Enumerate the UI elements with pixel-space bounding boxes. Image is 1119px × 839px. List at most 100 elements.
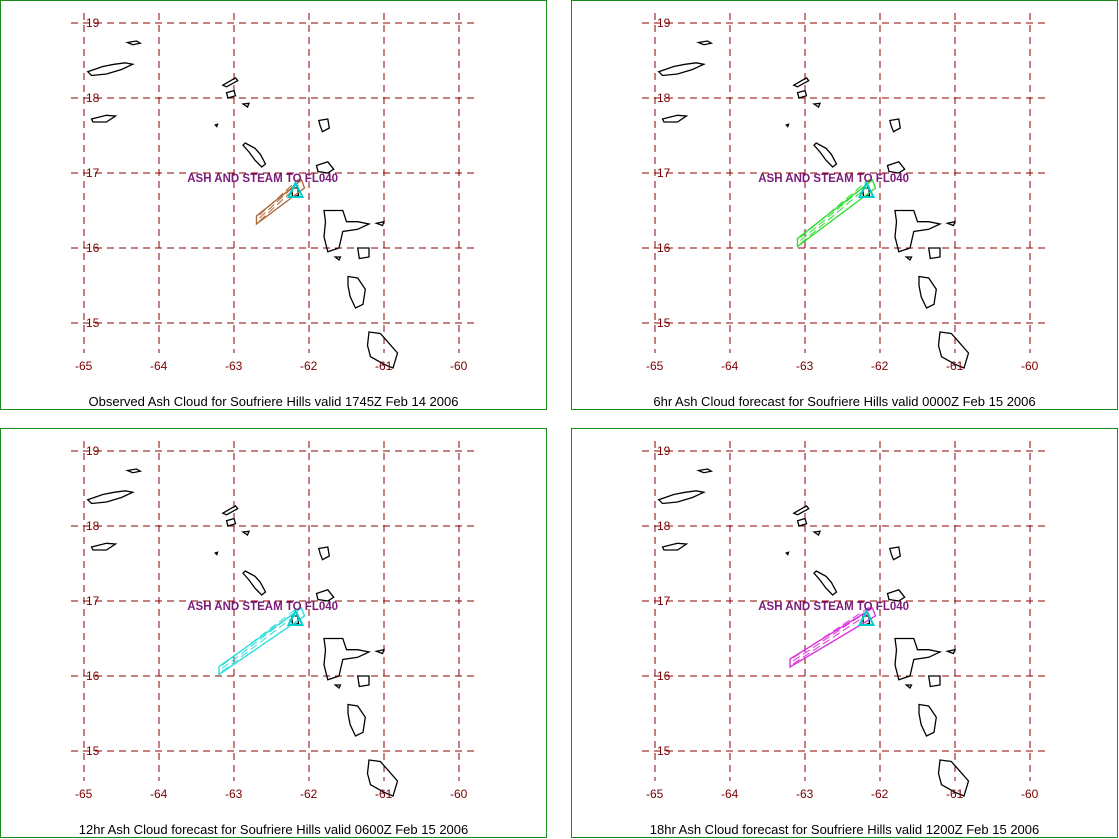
island-guadeloupe	[894, 209, 943, 253]
island-saba	[214, 123, 219, 128]
island-virgin-islands	[86, 62, 135, 77]
lat-tick-label: 16	[657, 241, 671, 255]
island-st-croix	[661, 114, 689, 123]
lat-tick-label: 16	[657, 669, 671, 683]
island-st-kitts-nevis	[242, 570, 267, 596]
island-les-saintes	[904, 684, 913, 690]
island-guadeloupe	[894, 637, 943, 681]
lat-tick-label: 15	[86, 744, 100, 758]
island-st-martin	[796, 89, 808, 99]
lat-tick-label: 17	[86, 166, 100, 180]
volcano-marker-icon	[857, 608, 876, 626]
lat-tick-label: 19	[86, 16, 100, 30]
lon-tick-label: -61	[946, 359, 964, 373]
island-saba	[214, 551, 219, 556]
island-montserrat	[862, 187, 871, 198]
island-st-martin	[225, 89, 237, 99]
lat-tick-label: 19	[86, 444, 100, 458]
island-st-croix	[90, 542, 118, 551]
lon-tick-label: -60	[1021, 787, 1039, 801]
island-anguilla	[792, 504, 810, 516]
lon-tick-label: -65	[646, 359, 664, 373]
lon-tick-label: -63	[796, 787, 814, 801]
panel-caption: 18hr Ash Cloud forecast for Soufriere Hi…	[649, 822, 1040, 837]
lat-tick-label: 17	[657, 166, 671, 180]
lon-tick-label: -60	[1021, 359, 1039, 373]
ash-cloud	[789, 606, 877, 669]
island-antigua	[315, 589, 335, 602]
ash-cloud-band	[800, 178, 870, 238]
lon-tick-label: -62	[871, 359, 889, 373]
panel-observed: ASH AND STEAM TO FL040 -65 -64 -63 -62 -61 -60…	[0, 0, 547, 410]
ash-annotation: ASH AND STEAM TO FL040	[187, 173, 338, 185]
island-barbuda	[317, 118, 331, 133]
ash-cloud-band	[221, 612, 299, 672]
lat-tick-label: 16	[86, 669, 100, 683]
ash-cloud-outline	[796, 178, 877, 248]
island-les-saintes	[904, 256, 913, 262]
island-desirade	[374, 220, 386, 227]
lon-tick-label: -63	[796, 359, 814, 373]
lat-lon-grid	[642, 13, 1050, 353]
island-guadeloupe	[323, 637, 372, 681]
island-anegada	[125, 468, 143, 474]
ash-cloud	[218, 606, 306, 676]
panel-6hr-forecast: ASH AND STEAM TO FL040 -65 -64 -63 -62 -61 -60…	[571, 0, 1118, 410]
island-barbuda	[888, 546, 902, 561]
lon-tick-label: -62	[300, 787, 318, 801]
ash-cloud-outline	[255, 178, 306, 226]
island-virgin-islands	[657, 490, 706, 505]
island-martinique	[937, 759, 970, 797]
map-svg: ASH AND STEAM TO FL040 -65 -64 -63 -62 -61 -60…	[642, 13, 1050, 373]
panel-caption: 12hr Ash Cloud forecast for Soufriere Hi…	[78, 822, 469, 837]
ash-annotation: ASH AND STEAM TO FL040	[187, 601, 338, 613]
island-marie-galante	[356, 247, 370, 260]
ash-annotation: ASH AND STEAM TO FL040	[758, 173, 909, 185]
lon-tick-label: -65	[646, 787, 664, 801]
ash-cloud-band	[259, 178, 299, 216]
lat-tick-label: 19	[657, 16, 671, 30]
island-anguilla	[792, 76, 810, 88]
lon-tick-label: -61	[375, 359, 393, 373]
island-les-saintes	[333, 256, 342, 262]
lat-tick-label: 17	[86, 594, 100, 608]
island-antigua	[315, 161, 335, 174]
coastlines	[86, 468, 399, 797]
ash-cloud-band	[800, 181, 870, 241]
lat-tick-label: 15	[657, 744, 671, 758]
island-guadeloupe	[323, 209, 372, 253]
lon-tick-label: -64	[150, 787, 168, 801]
lon-tick-label: -61	[375, 787, 393, 801]
island-dominica	[918, 703, 937, 737]
island-martinique	[937, 331, 970, 369]
ash-cloud	[796, 178, 877, 248]
island-st-kitts-nevis	[242, 142, 267, 168]
volcano-marker-icon	[286, 608, 305, 626]
island-les-saintes	[333, 684, 342, 690]
lat-tick-label: 17	[657, 594, 671, 608]
ash-cloud-band	[221, 606, 299, 666]
island-marie-galante	[927, 247, 941, 260]
island-anegada	[696, 40, 714, 46]
island-virgin-islands	[657, 62, 706, 77]
island-desirade	[945, 220, 957, 227]
coastlines	[657, 468, 970, 797]
island-anegada	[696, 468, 714, 474]
lon-tick-label: -62	[300, 359, 318, 373]
panel-caption: 6hr Ash Cloud forecast for Soufriere Hil…	[653, 394, 1036, 409]
lat-tick-label: 16	[86, 241, 100, 255]
volcano-marker-icon	[286, 180, 305, 198]
map-svg: ASH AND STEAM TO FL040 -65 -64 -63 -62 -61 -60…	[71, 441, 479, 801]
island-saba	[785, 551, 790, 556]
island-st-barts	[241, 102, 251, 108]
coastlines	[657, 40, 970, 369]
island-st-martin	[225, 517, 237, 527]
lon-tick-label: -65	[75, 787, 93, 801]
island-barbuda	[888, 118, 902, 133]
island-dominica	[918, 275, 937, 309]
ash-cloud-band	[792, 612, 870, 665]
island-antigua	[886, 161, 906, 174]
ash-cloud-outline	[218, 606, 306, 676]
island-st-martin	[796, 517, 808, 527]
ash-cloud	[255, 178, 306, 226]
